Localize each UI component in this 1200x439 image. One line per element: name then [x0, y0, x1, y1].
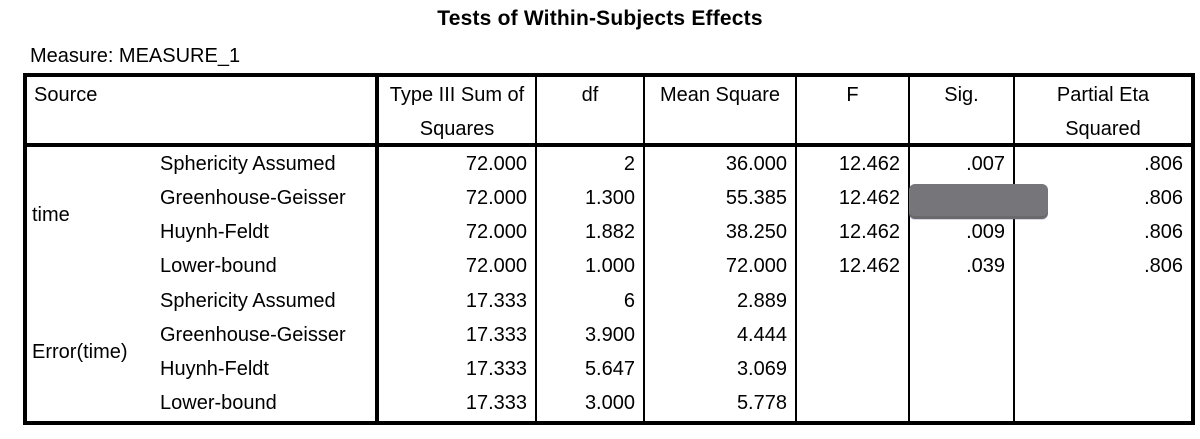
value-cell-f — [797, 352, 910, 387]
value-cell-partial_eta_squared: .806 — [1144, 186, 1183, 209]
column-header-f: F — [797, 77, 910, 147]
value-cell-f: 12.462 — [797, 147, 910, 182]
column-header-line: Squares — [419, 118, 495, 140]
value-cell-f — [797, 386, 910, 421]
value-cell-sig — [910, 284, 1015, 319]
value-cell-type_iii_ss: 72.000 — [379, 181, 537, 216]
value-cell-df: 6 — [537, 284, 645, 319]
value-cell-mean_square: 4.444 — [645, 318, 797, 353]
value-cell-partial_eta_squared — [1015, 284, 1191, 318]
value-cell-mean_square: 36.000 — [645, 147, 797, 182]
method-label: Lower-bound — [160, 249, 379, 284]
value-cell-f — [797, 284, 910, 319]
value-cell-type_iii_ss: 17.333 — [379, 352, 537, 387]
column-header-line: df — [581, 84, 599, 106]
column-header-line: Partial Eta — [1056, 84, 1150, 106]
column-header-partial_eta_squared: Partial Eta Squared — [1015, 77, 1191, 147]
value-cell-mean_square: 5.778 — [645, 386, 797, 421]
method-label: Lower-bound — [160, 386, 379, 421]
value-cell-partial_eta_squared — [1015, 387, 1191, 421]
column-header-line: Type III Sum of — [389, 84, 525, 106]
value-cell-partial_eta_squared: .806 — [1144, 221, 1183, 244]
value-cell-sig — [910, 318, 1015, 353]
value-cell-type_iii_ss: 72.000 — [379, 215, 537, 250]
value-cell-partial_eta_squared — [1015, 318, 1191, 352]
value-cell-mean_square: 55.385 — [645, 181, 797, 216]
column-header-line: Squared — [1065, 118, 1141, 140]
value-cell-partial_eta_squared: .806 — [1144, 152, 1183, 175]
column-header-source: Source — [27, 77, 379, 147]
column-header-line: F — [846, 84, 859, 106]
column-header-sig: Sig. — [910, 77, 1015, 147]
redaction-box — [909, 184, 1048, 219]
column-header-line: Sig. — [944, 84, 979, 106]
value-cell-mean_square: 72.000 — [645, 249, 797, 284]
value-cell-partial_eta_squared: .806 — [1144, 255, 1183, 278]
value-cell-f: 12.462 — [797, 249, 910, 284]
column-header-line: Mean Square — [659, 84, 781, 106]
value-cell-sig — [910, 352, 1015, 387]
value-cell-type_iii_ss: 72.000 — [379, 249, 537, 284]
table-title: Tests of Within-Subjects Effects — [437, 7, 763, 30]
method-label: Sphericity Assumed — [160, 284, 379, 319]
value-cell-sig: .007 — [910, 147, 1015, 182]
column-header-line: Source — [34, 84, 98, 106]
source-group-label: time — [32, 204, 70, 226]
column-header-type_iii_ss: Type III Sum of Squares — [379, 77, 537, 147]
within-subjects-effects-table: Source Type III Sum of Squares df Mean Squar… — [23, 73, 1195, 425]
value-cell-sig — [910, 386, 1015, 421]
method-label: Greenhouse-Geisser — [160, 181, 379, 216]
value-cell-df: 1.300 — [537, 181, 645, 216]
value-cell-df: 1.882 — [537, 215, 645, 250]
value-cell-type_iii_ss: 17.333 — [379, 284, 537, 319]
value-cell-f — [797, 318, 910, 353]
value-cell-partial_eta_squared — [1015, 353, 1191, 387]
value-cell-mean_square: 3.069 — [645, 352, 797, 387]
source-group-label: Error(time) — [32, 341, 128, 363]
value-cell-df: 3.000 — [537, 386, 645, 421]
value-cell-df: 1.000 — [537, 249, 645, 284]
value-cell-type_iii_ss: 17.333 — [379, 386, 537, 421]
method-label: Sphericity Assumed — [160, 147, 379, 182]
value-cell-df: 2 — [537, 147, 645, 182]
column-header-df: df — [537, 77, 645, 147]
method-label: Greenhouse-Geisser — [160, 318, 379, 353]
value-cell-sig: .039 — [910, 249, 1015, 284]
method-label: Huynh-Feldt — [160, 215, 379, 250]
column-header-mean_square: Mean Square — [645, 77, 797, 147]
value-cell-df: 3.900 — [537, 318, 645, 353]
value-cell-type_iii_ss: 17.333 — [379, 318, 537, 353]
value-cell-f: 12.462 — [797, 215, 910, 250]
value-cell-mean_square: 2.889 — [645, 284, 797, 319]
method-label: Huynh-Feldt — [160, 352, 379, 387]
value-cell-f: 12.462 — [797, 181, 910, 216]
value-cell-sig: .009 — [910, 215, 1015, 250]
value-cell-type_iii_ss: 72.000 — [379, 147, 537, 182]
value-cell-df: 5.647 — [537, 352, 645, 387]
value-cell-mean_square: 38.250 — [645, 215, 797, 250]
measure-label: Measure: MEASURE_1 — [30, 45, 241, 67]
